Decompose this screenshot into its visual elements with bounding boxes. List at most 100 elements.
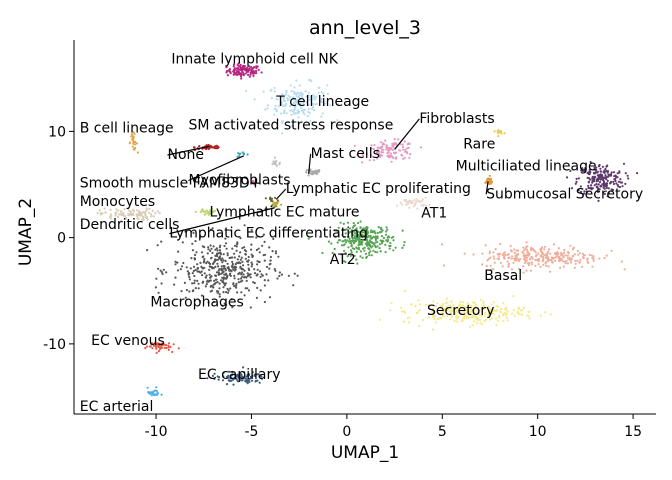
point	[242, 273, 245, 276]
point	[226, 69, 229, 73]
point	[571, 255, 574, 258]
point	[249, 73, 252, 76]
point	[479, 298, 482, 302]
point	[454, 312, 457, 315]
point	[505, 308, 508, 311]
point	[527, 310, 530, 313]
point	[236, 155, 239, 158]
point	[520, 309, 523, 312]
point	[196, 279, 199, 282]
point	[490, 317, 494, 320]
point	[545, 256, 548, 259]
point	[350, 249, 353, 252]
point	[555, 255, 558, 258]
point	[622, 162, 626, 165]
point	[327, 240, 330, 243]
point	[432, 328, 435, 331]
point	[312, 96, 315, 99]
point	[406, 317, 409, 320]
point	[527, 314, 530, 317]
point	[345, 228, 348, 231]
point	[342, 222, 345, 225]
point	[209, 249, 212, 252]
point	[234, 73, 237, 76]
point	[205, 280, 209, 283]
point	[516, 310, 519, 313]
point	[512, 261, 515, 264]
point	[295, 79, 298, 82]
point	[158, 212, 161, 215]
point	[239, 152, 242, 155]
point	[468, 313, 471, 316]
point	[293, 92, 296, 95]
point	[194, 257, 197, 260]
point	[351, 239, 355, 242]
point	[227, 370, 231, 373]
point	[187, 271, 190, 275]
point	[482, 302, 485, 305]
point	[476, 316, 479, 320]
point	[396, 204, 399, 207]
point	[123, 208, 126, 211]
point	[409, 199, 412, 202]
point	[160, 240, 163, 243]
point	[200, 270, 203, 273]
point	[315, 172, 318, 175]
point	[232, 73, 235, 76]
point	[198, 145, 201, 148]
point	[361, 231, 364, 234]
point	[199, 211, 202, 214]
point	[246, 382, 249, 385]
point	[502, 301, 505, 305]
point	[202, 255, 205, 258]
point	[287, 94, 290, 97]
point	[226, 287, 229, 291]
point	[585, 190, 588, 193]
point	[287, 120, 290, 123]
point	[370, 241, 373, 244]
point	[262, 90, 265, 93]
point	[482, 300, 485, 303]
point	[476, 322, 479, 325]
point	[277, 105, 280, 108]
point	[241, 247, 244, 250]
x-tick-label: -5	[244, 424, 258, 440]
point	[590, 184, 593, 187]
point	[471, 324, 474, 327]
point	[433, 310, 436, 313]
point	[244, 377, 247, 380]
point	[354, 224, 357, 227]
point	[188, 278, 191, 281]
point	[337, 226, 340, 229]
point	[256, 263, 259, 266]
point	[165, 271, 168, 274]
point	[255, 248, 258, 252]
point	[202, 261, 205, 264]
point	[479, 321, 482, 324]
point	[504, 314, 508, 317]
point	[501, 253, 504, 256]
point	[197, 287, 200, 290]
point	[330, 242, 333, 245]
point	[344, 232, 347, 235]
point	[366, 226, 369, 229]
point	[489, 177, 492, 180]
point	[518, 313, 521, 316]
point	[390, 301, 393, 305]
point	[146, 216, 149, 219]
point	[127, 214, 130, 217]
point	[237, 62, 240, 65]
point	[512, 309, 516, 312]
point	[286, 97, 289, 100]
point	[399, 201, 402, 204]
point	[267, 279, 270, 282]
point	[368, 254, 371, 257]
point	[490, 303, 493, 306]
label-monocytes: Monocytes	[80, 194, 155, 210]
point	[212, 261, 215, 264]
point	[499, 242, 502, 246]
point	[615, 176, 618, 179]
point	[374, 250, 377, 254]
point	[282, 112, 285, 115]
point	[263, 259, 266, 262]
